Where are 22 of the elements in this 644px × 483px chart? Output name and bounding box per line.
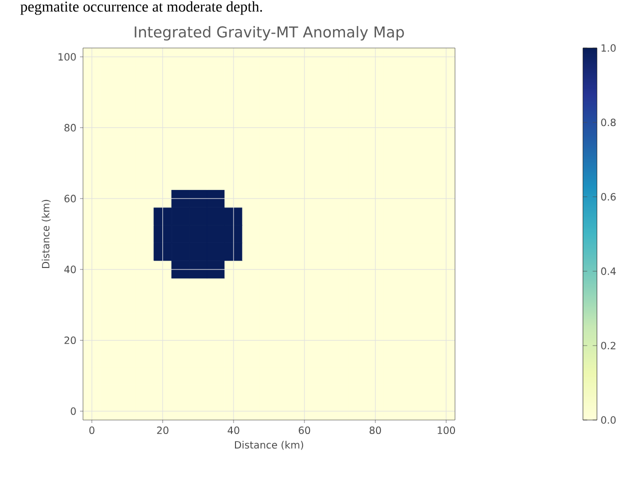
y-tick-label: 80	[64, 124, 76, 132]
x-tick-label: 40	[228, 426, 240, 434]
color-bar-label: 0.4	[601, 267, 616, 275]
y-tick-label: 40	[64, 266, 76, 274]
y-axis-title: Distance (km)	[42, 200, 51, 268]
color-bar-label: 0.8	[601, 118, 616, 126]
x-tick-label: 20	[157, 426, 168, 434]
color-bar-label: 0.0	[601, 416, 616, 424]
x-tick-label: 0	[89, 426, 94, 434]
color-bar-label: 0.6	[601, 193, 616, 201]
chart-title: Integrated Gravity-MT Anomaly Map	[134, 26, 404, 40]
color-bar-label: 0.2	[601, 342, 616, 350]
x-tick-label: 80	[370, 426, 381, 434]
text: pegmatite occurrence at moderate depth.	[20, 1, 262, 15]
y-tick-label: 60	[64, 194, 76, 202]
color-bar-label: 1.0	[602, 44, 616, 52]
y-tick-label: 0	[70, 407, 76, 415]
y-tick-label: 20	[64, 336, 76, 344]
x-tick-label: 100	[438, 426, 455, 434]
x-tick-label: 60	[298, 426, 310, 434]
x-axis-title: Distance (km)	[234, 440, 304, 450]
y-tick-label: 100	[58, 53, 76, 61]
